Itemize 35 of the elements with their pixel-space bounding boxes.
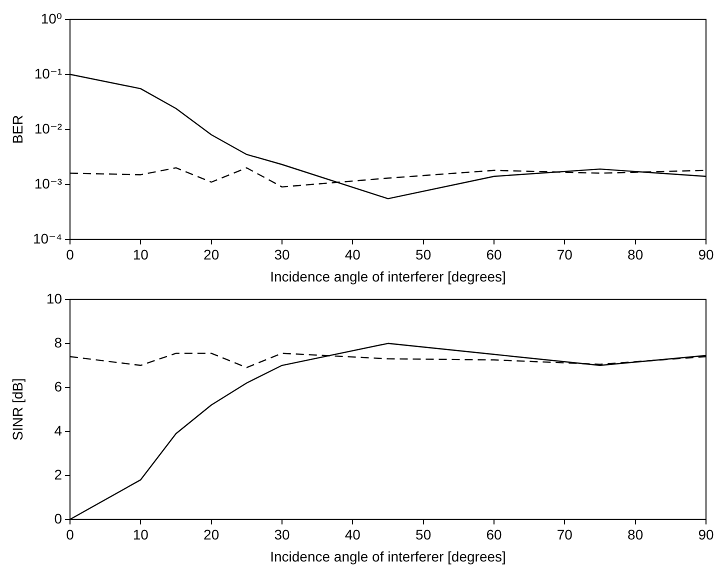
x-tick-label: 70 (556, 526, 573, 543)
y-tick-label: 0 (54, 510, 62, 526)
y-tick-label: 10⁻² (34, 120, 62, 136)
x-tick-label: 10 (132, 246, 149, 263)
x-tick-label: 70 (556, 246, 573, 263)
x-tick-label: 20 (204, 526, 220, 543)
y-axis-title: BER (9, 115, 26, 144)
y-tick-label: 4 (54, 422, 62, 438)
x-tick-label: 30 (274, 246, 290, 263)
y-tick-label: 10 (46, 290, 62, 306)
x-tick-label: 10 (132, 526, 149, 543)
x-axis-title: Incidence angle of interferer [degrees] (270, 268, 506, 284)
y-tick-label: 8 (54, 334, 62, 350)
x-tick-label: 30 (274, 526, 290, 543)
x-tick-label: 0 (66, 246, 74, 263)
y-axis-title: SINR [dB] (9, 378, 26, 441)
x-tick-label: 90 (698, 246, 714, 263)
x-tick-label: 60 (486, 526, 502, 543)
y-tick-label: 2 (54, 466, 62, 482)
x-tick-label: 40 (344, 526, 361, 543)
x-tick-label: 50 (416, 246, 432, 263)
x-tick-label: 80 (628, 246, 644, 263)
x-tick-label: 60 (486, 246, 502, 263)
y-tick-label: 6 (54, 378, 62, 394)
x-tick-label: 90 (698, 526, 714, 543)
y-tick-label: 10⁻³ (34, 175, 62, 192)
x-axis-title: Incidence angle of interferer [degrees] (270, 548, 506, 564)
x-tick-label: 0 (66, 526, 74, 543)
x-tick-label: 50 (416, 526, 432, 543)
x-tick-label: 80 (628, 526, 644, 543)
x-tick-label: 40 (344, 246, 361, 263)
x-tick-label: 20 (204, 246, 220, 263)
y-tick-label: 10⁻⁴ (33, 230, 62, 246)
y-tick-label: 10⁰ (40, 10, 62, 26)
y-tick-label: 10⁻¹ (34, 65, 62, 82)
